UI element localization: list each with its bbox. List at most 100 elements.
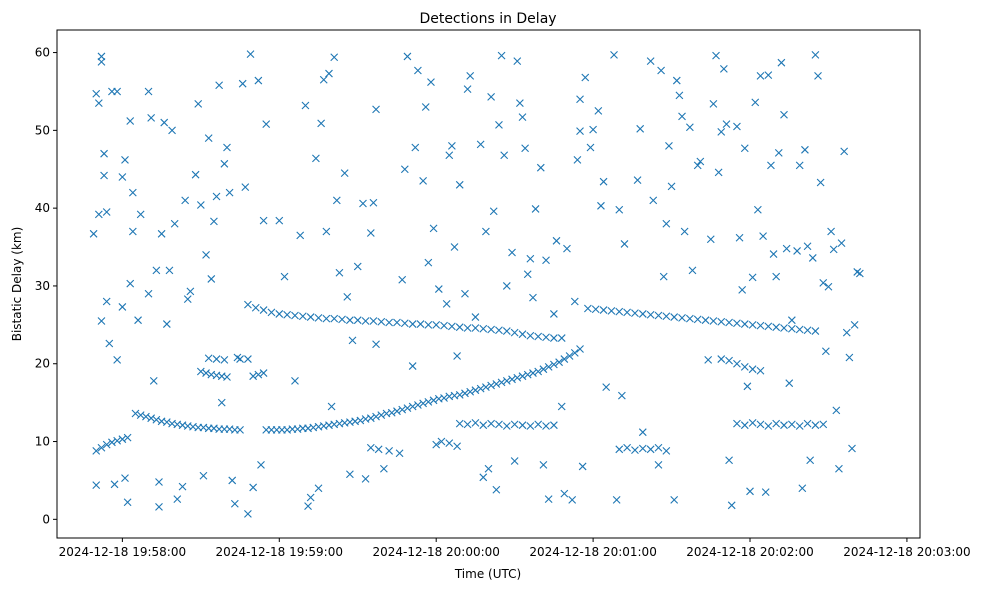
data-point-marker xyxy=(97,443,106,452)
data-point-marker xyxy=(821,347,830,356)
data-point-marker xyxy=(803,326,812,335)
y-tick-label: 40 xyxy=(35,201,50,215)
data-point-marker xyxy=(806,456,815,465)
data-point-marker xyxy=(395,449,404,458)
data-point-marker xyxy=(649,196,658,205)
data-point-marker xyxy=(196,367,205,376)
data-point-marker xyxy=(100,149,108,158)
data-point-marker xyxy=(795,325,804,334)
data-point-marker xyxy=(359,199,367,208)
data-point-marker xyxy=(162,418,171,426)
y-tick-label: 50 xyxy=(35,123,50,137)
y-axis: 0 10 20 30 40 50 60 xyxy=(35,46,57,526)
data-point-marker xyxy=(385,446,394,455)
data-point-marker xyxy=(123,498,132,507)
data-point-marker xyxy=(557,334,566,342)
data-point-marker xyxy=(118,303,127,311)
data-point-marker xyxy=(756,366,765,375)
data-point-marker xyxy=(131,409,140,418)
data-point-marker xyxy=(751,98,760,107)
data-point-marker xyxy=(638,444,647,453)
data-point-marker xyxy=(534,332,543,341)
data-point-marker xyxy=(829,245,838,254)
data-point-marker xyxy=(134,316,142,325)
data-point-marker xyxy=(521,144,530,153)
data-point-marker xyxy=(196,201,205,209)
data-point-marker xyxy=(555,358,563,367)
data-point-marker xyxy=(202,369,210,377)
data-point-marker xyxy=(102,208,111,216)
data-point-marker xyxy=(662,446,671,455)
data-point-marker xyxy=(314,484,323,493)
data-point-marker xyxy=(230,499,239,508)
data-point-marker xyxy=(787,324,796,333)
data-point-marker xyxy=(576,127,584,136)
data-point-marker xyxy=(725,318,733,327)
data-point-marker xyxy=(835,464,843,473)
data-point-marker xyxy=(283,310,292,319)
data-point-marker xyxy=(325,69,333,78)
data-point-marker xyxy=(780,324,788,332)
data-point-marker xyxy=(544,495,553,503)
data-point-marker xyxy=(549,310,558,318)
data-point-marker xyxy=(128,188,137,197)
data-point-marker xyxy=(463,324,472,332)
data-point-marker xyxy=(419,399,428,408)
data-point-marker xyxy=(408,402,417,411)
data-point-marker xyxy=(748,418,757,427)
data-point-marker xyxy=(570,297,579,306)
data-point-marker xyxy=(607,306,616,315)
data-point-marker xyxy=(657,66,665,75)
data-point-marker xyxy=(638,310,647,318)
x-tick-label: 2024-12-18 20:00:00 xyxy=(372,545,499,559)
data-point-marker xyxy=(816,178,825,187)
y-tick-label: 30 xyxy=(35,279,50,293)
data-point-marker xyxy=(850,320,859,329)
data-point-marker xyxy=(432,440,441,449)
data-point-marker xyxy=(241,183,250,192)
data-point-marker xyxy=(317,119,326,128)
data-point-marker xyxy=(353,316,362,325)
data-point-marker xyxy=(748,320,757,329)
data-point-marker xyxy=(322,314,331,323)
data-point-marker xyxy=(568,495,577,504)
data-point-marker xyxy=(246,50,255,59)
data-point-marker xyxy=(147,414,156,423)
data-point-marker xyxy=(740,144,749,153)
data-point-marker xyxy=(455,419,464,428)
data-point-marker xyxy=(589,125,597,134)
y-tick-label: 20 xyxy=(35,357,50,371)
data-point-marker xyxy=(704,355,713,364)
data-point-marker xyxy=(377,317,386,326)
data-point-marker xyxy=(510,457,519,465)
data-point-marker xyxy=(534,367,543,376)
data-point-marker xyxy=(220,159,229,168)
data-point-marker xyxy=(709,317,718,325)
data-point-marker xyxy=(181,196,190,205)
data-point-marker xyxy=(393,318,401,327)
data-point-marker xyxy=(840,147,849,156)
data-point-marker xyxy=(249,483,258,492)
data-point-marker xyxy=(727,501,736,510)
data-point-marker xyxy=(508,375,516,384)
data-point-marker xyxy=(432,320,441,329)
data-point-marker xyxy=(94,99,103,108)
data-point-marker xyxy=(450,243,459,251)
data-point-marker xyxy=(338,315,346,324)
data-point-marker xyxy=(518,330,527,339)
data-point-marker xyxy=(393,407,401,416)
data-point-marker xyxy=(557,402,566,411)
data-point-marker xyxy=(772,323,781,332)
data-point-marker xyxy=(735,233,744,242)
data-point-marker xyxy=(670,495,679,504)
data-point-marker xyxy=(186,287,195,296)
data-point-marker xyxy=(696,157,705,166)
data-point-marker xyxy=(767,161,775,170)
data-point-marker xyxy=(740,362,749,371)
data-point-marker xyxy=(662,312,671,321)
data-point-marker xyxy=(92,89,101,98)
data-point-marker xyxy=(827,227,835,236)
data-point-marker xyxy=(560,355,569,363)
data-point-marker xyxy=(463,85,472,94)
data-point-marker xyxy=(782,244,791,253)
